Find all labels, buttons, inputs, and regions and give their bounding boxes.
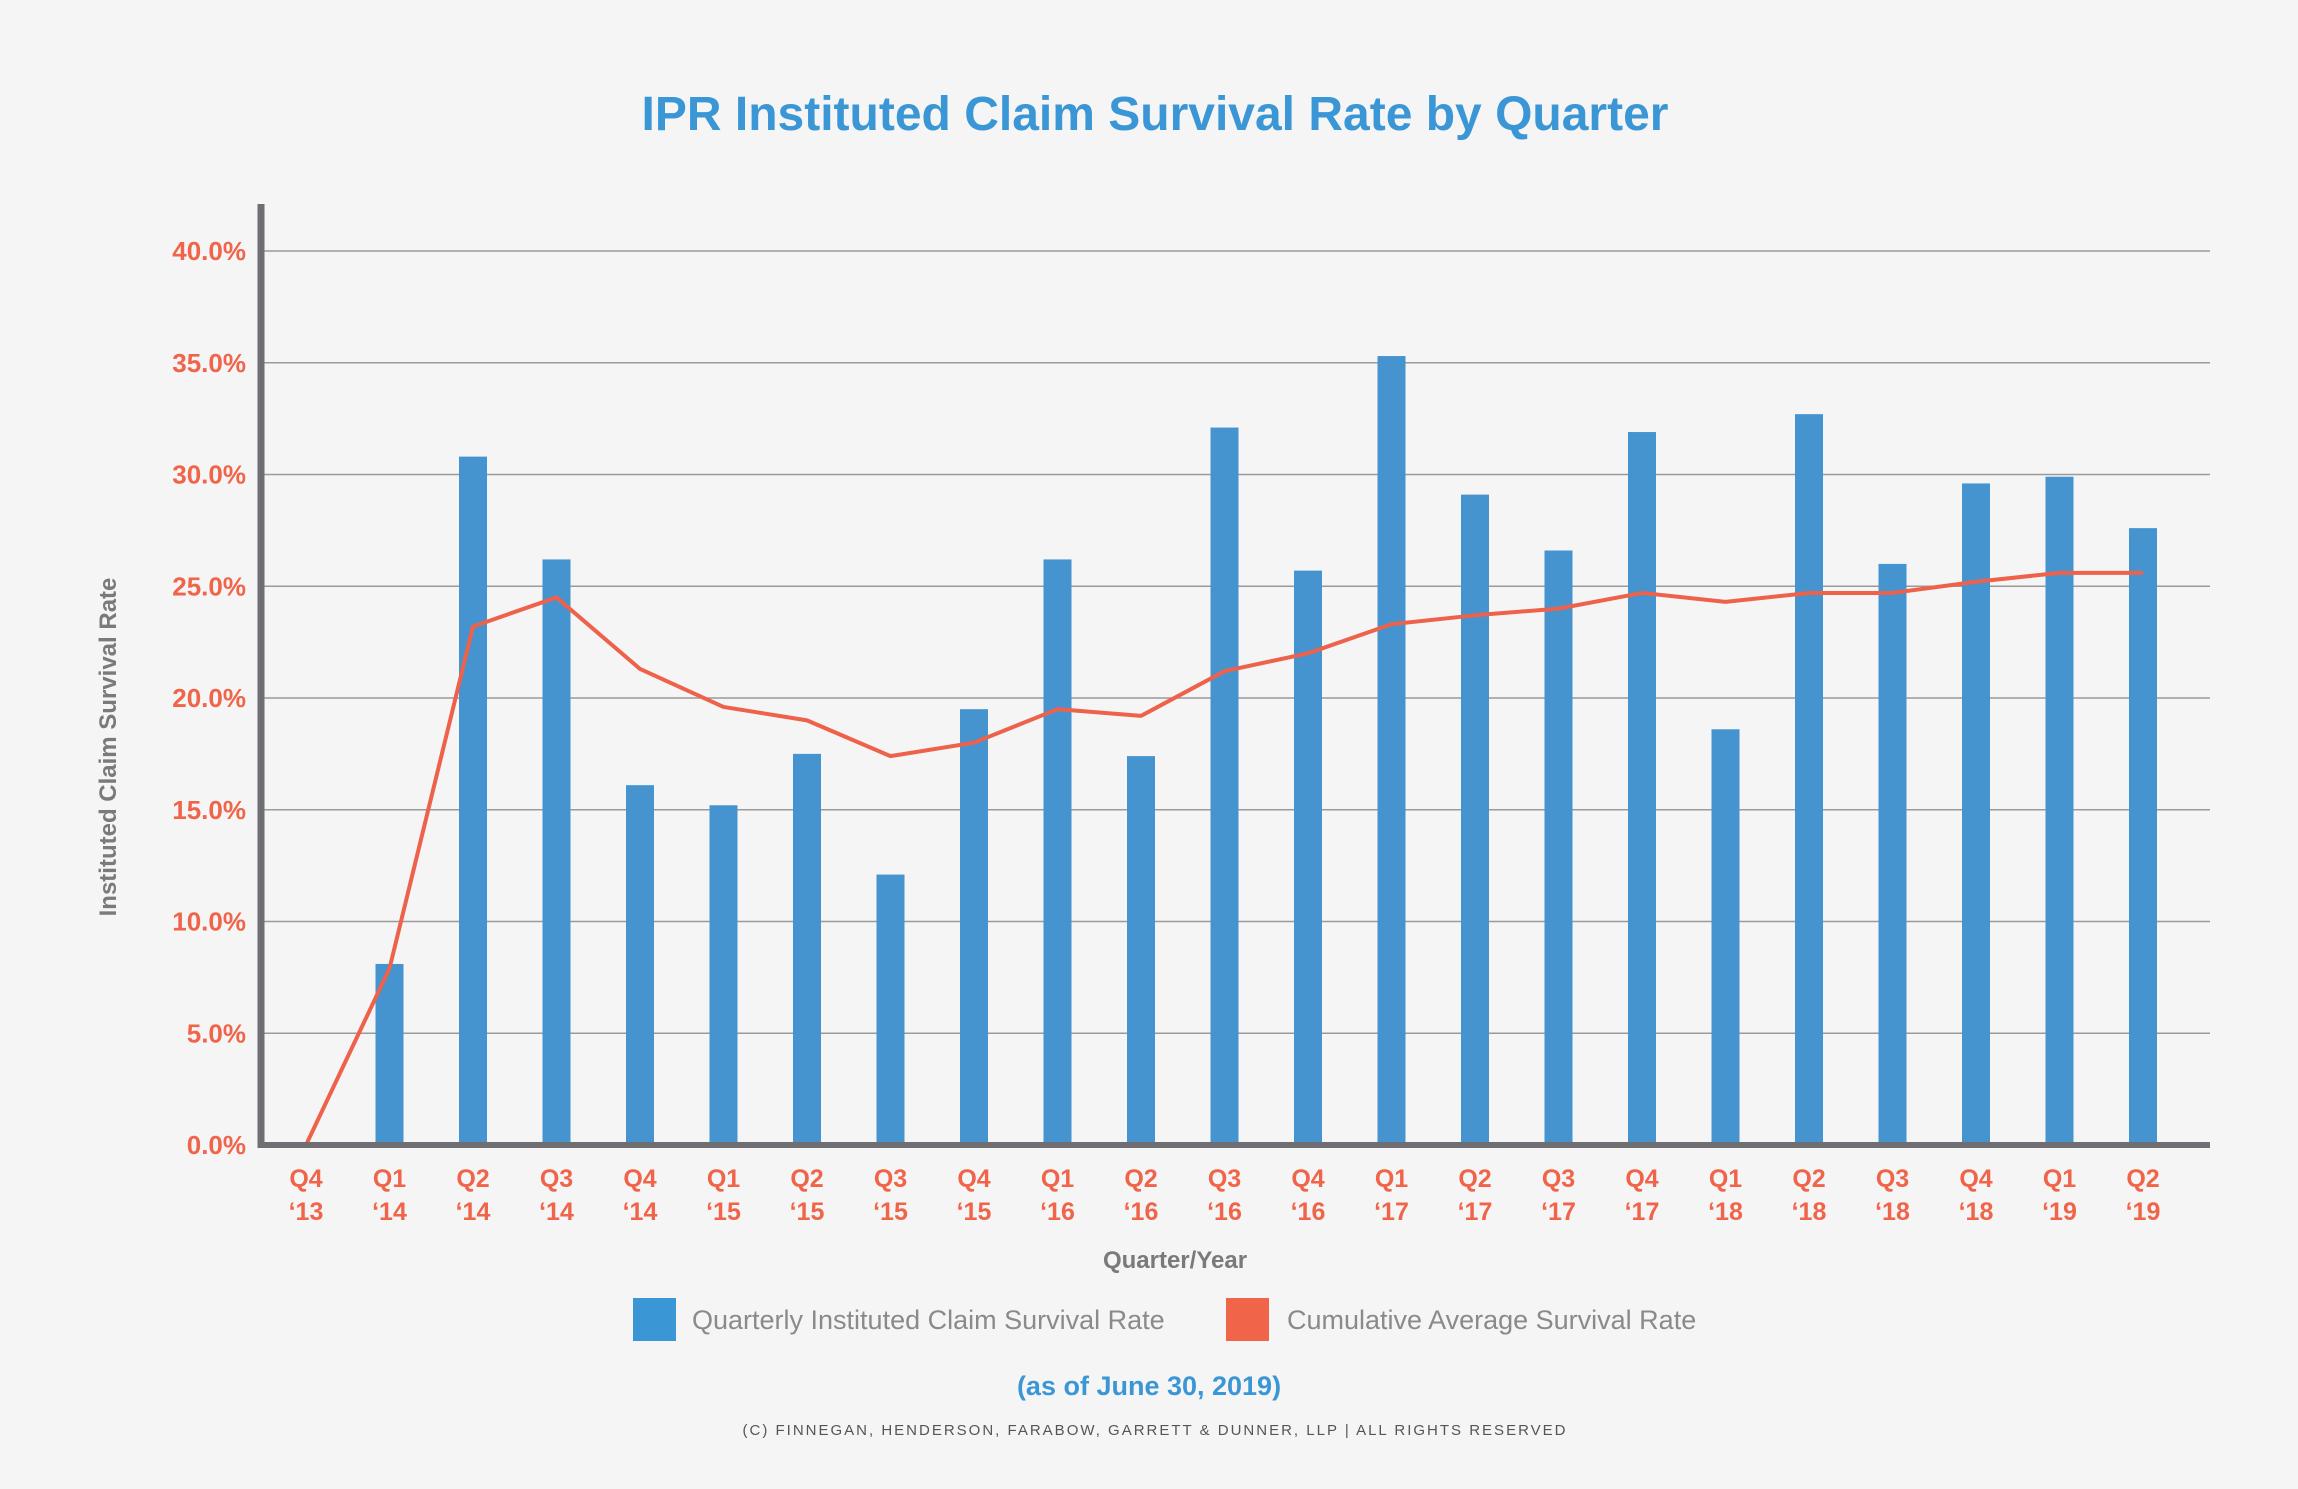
x-tick-label: Q4 ‘15 xyxy=(957,1165,992,1226)
x-tick-label: Q3 ‘17 xyxy=(1541,1165,1576,1226)
bar xyxy=(1294,570,1322,1145)
bar xyxy=(459,456,487,1145)
bar xyxy=(542,559,571,1145)
bar xyxy=(1711,729,1740,1145)
bar xyxy=(1210,427,1239,1145)
bar xyxy=(2129,528,2157,1145)
x-tick-label: Q3 ‘16 xyxy=(1207,1165,1242,1226)
x-tick-label: Q4 ‘14 xyxy=(623,1165,658,1226)
bar xyxy=(1043,559,1072,1145)
bar xyxy=(1795,414,1823,1145)
x-tick-label: Q2 ‘14 xyxy=(456,1165,491,1226)
x-tick-label: Q4 ‘13 xyxy=(289,1165,324,1226)
bar-series xyxy=(375,356,2157,1145)
x-tick-label: Q4 ‘17 xyxy=(1625,1165,1660,1226)
y-tick-label: 40.0% xyxy=(172,236,246,266)
x-tick-label: Q1 ‘15 xyxy=(706,1165,741,1226)
x-tick-label: Q1 ‘17 xyxy=(1374,1165,1409,1226)
bar xyxy=(1461,494,1489,1145)
y-tick-label: 10.0% xyxy=(172,907,246,937)
x-tick-label: Q1 ‘16 xyxy=(1040,1165,1075,1226)
bar xyxy=(375,963,404,1145)
legend-swatch-line xyxy=(1226,1298,1269,1341)
x-tick-label: Q1 ‘18 xyxy=(1708,1165,1743,1226)
x-tick-label: Q1 ‘14 xyxy=(372,1165,407,1226)
bar xyxy=(1628,432,1656,1145)
x-tick-label: Q2 ‘17 xyxy=(1458,1165,1493,1226)
y-tick-label: 0.0% xyxy=(187,1130,246,1160)
x-tick-label: Q4 ‘18 xyxy=(1959,1165,1994,1226)
x-tick-label: Q2 ‘15 xyxy=(790,1165,825,1226)
bar xyxy=(2045,476,2074,1145)
x-tick-label: Q3 ‘18 xyxy=(1875,1165,1910,1226)
x-tick-label: Q2 ‘19 xyxy=(2126,1165,2161,1226)
bar xyxy=(1377,356,1406,1145)
x-tick-label: Q1 ‘19 xyxy=(2042,1165,2077,1226)
y-axis-title: Instituted Claim Survival Rate xyxy=(95,578,122,917)
bar xyxy=(709,805,738,1145)
bar xyxy=(793,753,821,1145)
x-axis-title: Quarter/Year xyxy=(1103,1247,1247,1274)
legend-label-bars: Quarterly Instituted Claim Survival Rate xyxy=(692,1305,1165,1335)
x-tick-labels: Q4 ‘13 Q1 ‘14 Q2 ‘14 Q3 ‘14 Q4 ‘14 Q1 ‘15 Q2 ‘15 Q3 ‘15… xyxy=(289,1165,2161,1226)
legend-swatch-bars xyxy=(633,1298,676,1341)
y-tick-label: 20.0% xyxy=(172,683,246,713)
copyright: (C) FINNEGAN, HENDERSON, FARABOW, GARRET… xyxy=(743,1422,1568,1439)
x-tick-label: Q3 ‘15 xyxy=(873,1165,908,1226)
bar xyxy=(876,874,905,1145)
x-tick-label: Q3 ‘14 xyxy=(539,1165,574,1226)
x-tick-label: Q2 ‘16 xyxy=(1124,1165,1159,1226)
y-tick-label: 5.0% xyxy=(187,1018,246,1048)
bar xyxy=(1878,563,1907,1145)
x-tick-label: Q4 ‘16 xyxy=(1291,1165,1326,1226)
y-tick-label: 25.0% xyxy=(172,571,246,601)
bar xyxy=(960,709,988,1145)
y-tick-label: 30.0% xyxy=(172,460,246,490)
chart-title: IPR Instituted Claim Survival Rate by Qu… xyxy=(642,88,1669,141)
as-of-note: (as of June 30, 2019) xyxy=(1017,1371,1281,1401)
bar xyxy=(626,785,654,1145)
y-tick-label: 35.0% xyxy=(172,348,246,378)
cumulative-line xyxy=(304,570,2143,1146)
bar xyxy=(1127,756,1155,1145)
y-tick-label: 15.0% xyxy=(172,795,246,825)
legend-label-line: Cumulative Average Survival Rate xyxy=(1287,1305,1696,1335)
y-tick-labels: 0.0% 5.0% 10.0% 15.0% 20.0% 25.0% 30.0% 35.0% 40… xyxy=(172,236,246,1160)
bar xyxy=(1962,483,1990,1145)
bar xyxy=(1544,550,1573,1145)
x-tick-label: Q2 ‘18 xyxy=(1792,1165,1827,1226)
